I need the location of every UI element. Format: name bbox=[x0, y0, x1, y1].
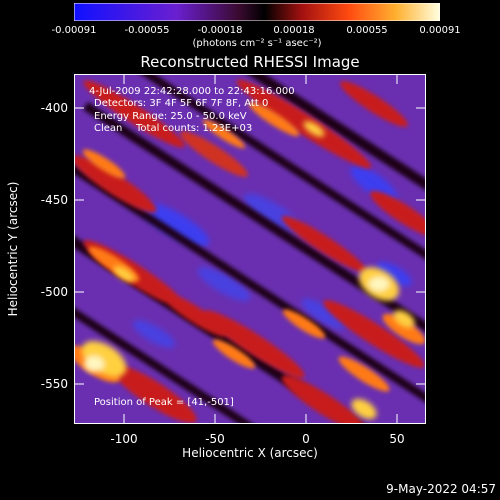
colorbar-tick: 0.00018 bbox=[273, 25, 315, 36]
y-tick-label: -550 bbox=[40, 377, 68, 391]
detectors-label: Detectors: 3F 4F 5F 6F 7F 8F, Att 0 bbox=[94, 98, 269, 109]
peak-position-label: Position of Peak = [41,-501] bbox=[94, 397, 234, 408]
rhessi-image: 4-Jul-2009 22:42:28.000 to 22:43:16.000 … bbox=[74, 74, 426, 424]
colorbar bbox=[73, 2, 441, 22]
colorbar-units: (photons cm⁻² s⁻¹ asec⁻²) bbox=[192, 38, 322, 49]
total-counts-label: Total counts: 1.23E+03 bbox=[136, 123, 253, 134]
generation-timestamp: 9-May-2022 04:57 bbox=[386, 482, 496, 496]
x-tick-label: -100 bbox=[110, 432, 138, 446]
energy-range-label: Energy Range: 25.0 - 50.0 keV bbox=[94, 111, 247, 122]
plot-title: Reconstructed RHESSI Image bbox=[140, 53, 360, 71]
y-axis-label: Heliocentric Y (arcsec) bbox=[6, 181, 20, 317]
colorbar-tick: 0.00055 bbox=[346, 25, 388, 36]
time-range-label: 4-Jul-2009 22:42:28.000 to 22:43:16.000 bbox=[89, 86, 295, 97]
algorithm-label: Clean bbox=[94, 123, 123, 134]
y-tick-label: -400 bbox=[40, 101, 68, 115]
x-tick-label: 0 bbox=[302, 432, 310, 446]
x-tick-label: 50 bbox=[389, 432, 405, 446]
y-tick-label: -500 bbox=[40, 285, 68, 299]
x-tick-label: -50 bbox=[205, 432, 225, 446]
colorbar-tick: -0.00018 bbox=[197, 25, 243, 36]
x-axis-label: Heliocentric X (arcsec) bbox=[182, 446, 318, 460]
colorbar-tick: -0.00055 bbox=[124, 25, 170, 36]
colorbar-tick: 0.00091 bbox=[419, 25, 461, 36]
y-tick-label: -450 bbox=[40, 193, 68, 207]
colorbar-tick: -0.00091 bbox=[51, 25, 97, 36]
